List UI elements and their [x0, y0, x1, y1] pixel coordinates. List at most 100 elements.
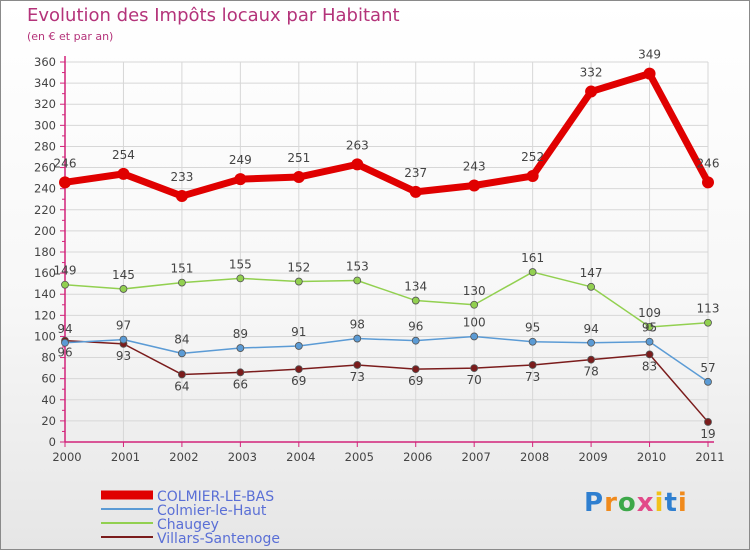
data-label-villars-santenoge: 69	[408, 374, 423, 388]
data-point-chaugey	[645, 323, 654, 331]
proxiti-logo: Proxiti	[584, 488, 688, 518]
data-label-chaugey: 147	[580, 266, 603, 280]
y-tick-label: 60	[41, 372, 56, 386]
y-tick-label: 140	[34, 287, 56, 301]
data-point-colmier-le-bas	[526, 170, 539, 182]
x-tick-label: 2000	[52, 450, 81, 464]
y-tick-label: 360	[34, 55, 56, 69]
legend-label: Colmier-le-Haut	[157, 503, 267, 519]
data-point-colmier-le-haut	[178, 349, 186, 358]
data-point-villars-santenoge	[236, 368, 245, 377]
y-tick-label: 260	[34, 161, 56, 175]
x-tick-label: 2011	[695, 450, 724, 464]
data-label-villars-santenoge: 64	[174, 379, 189, 393]
data-label-colmier-le-bas: 251	[287, 151, 310, 165]
chart-subtitle: (en € et par an)	[27, 30, 114, 43]
data-point-colmier-le-haut	[645, 337, 654, 346]
data-label-villars-santenoge: 73	[350, 370, 365, 384]
data-label-colmier-le-haut: 100	[463, 315, 486, 329]
x-tick-label: 2003	[228, 450, 257, 464]
data-point-chaugey	[470, 300, 479, 309]
data-point-colmier-le-bas	[702, 176, 714, 189]
series-line-villars-santenoge	[64, 339, 709, 423]
data-label-colmier-le-bas: 249	[229, 153, 252, 167]
x-tick-label: 2006	[403, 450, 432, 464]
data-point-colmier-le-bas	[409, 185, 422, 198]
data-label-villars-santenoge: 83	[642, 359, 657, 373]
data-label-villars-santenoge: 70	[467, 373, 482, 387]
y-tick-label: 280	[34, 139, 56, 153]
data-point-colmier-le-bas	[59, 176, 71, 189]
y-tick-label: 180	[34, 245, 56, 259]
data-label-colmier-le-haut: 94	[583, 322, 598, 336]
data-point-colmier-le-bas	[643, 67, 656, 80]
data-point-colmier-le-haut	[353, 334, 362, 343]
data-label-colmier-le-bas: 349	[638, 48, 661, 62]
y-tick-label: 240	[34, 182, 56, 196]
x-tick-label: 2004	[286, 450, 315, 464]
data-label-colmier-le-bas: 243	[463, 160, 486, 174]
data-point-villars-santenoge	[470, 364, 479, 373]
data-point-colmier-le-bas	[585, 85, 598, 98]
data-point-colmier-le-bas	[468, 179, 481, 192]
data-label-chaugey: 109	[638, 306, 661, 320]
data-label-chaugey: 113	[697, 302, 720, 316]
data-point-villars-santenoge	[294, 365, 303, 374]
data-point-villars-santenoge	[178, 370, 186, 379]
data-point-colmier-le-haut	[704, 377, 712, 386]
data-point-colmier-le-haut	[411, 336, 420, 345]
data-point-chaugey	[61, 280, 69, 289]
data-point-chaugey	[528, 268, 537, 276]
data-label-colmier-le-bas: 237	[404, 166, 427, 180]
data-point-chaugey	[411, 296, 420, 305]
data-point-chaugey	[236, 274, 245, 283]
data-point-villars-santenoge	[645, 350, 654, 359]
data-label-colmier-le-bas: 233	[170, 170, 193, 184]
data-point-chaugey	[294, 277, 303, 286]
data-label-chaugey: 153	[346, 260, 369, 274]
x-tick-label: 2005	[345, 450, 374, 464]
data-point-colmier-le-haut	[587, 338, 595, 347]
data-label-colmier-le-haut: 57	[700, 361, 715, 375]
data-label-chaugey: 155	[229, 257, 252, 271]
data-point-colmier-le-bas	[292, 171, 305, 184]
data-point-villars-santenoge	[587, 355, 595, 364]
data-label-chaugey: 130	[463, 284, 486, 298]
data-point-villars-santenoge	[411, 365, 420, 374]
data-point-chaugey	[587, 282, 595, 291]
y-tick-label: 340	[34, 76, 56, 90]
data-label-colmier-le-bas: 332	[580, 66, 603, 80]
data-label-chaugey: 149	[54, 264, 77, 278]
data-point-colmier-le-bas	[175, 190, 188, 203]
data-label-colmier-le-bas: 246	[54, 156, 77, 170]
data-label-villars-santenoge: 78	[583, 365, 598, 379]
data-label-colmier-le-bas: 263	[346, 138, 369, 152]
data-label-colmier-le-haut: 89	[233, 327, 248, 341]
data-label-chaugey: 161	[521, 251, 544, 265]
data-label-chaugey: 134	[404, 280, 427, 294]
x-tick-label: 2008	[520, 450, 549, 464]
data-label-colmier-le-bas: 254	[112, 148, 135, 162]
y-tick-label: 100	[34, 329, 56, 343]
x-tick-label: 2007	[462, 450, 491, 464]
data-label-colmier-le-haut: 95	[642, 321, 657, 335]
data-point-chaugey	[704, 318, 712, 327]
data-label-colmier-le-haut: 95	[525, 321, 540, 335]
data-point-colmier-le-haut	[294, 342, 303, 350]
legend-label: Chaugey	[157, 517, 219, 533]
y-tick-label: 320	[34, 97, 56, 111]
x-tick-label: 2010	[637, 450, 666, 464]
data-point-colmier-le-haut	[61, 338, 69, 347]
data-label-colmier-le-haut: 94	[57, 322, 72, 336]
y-tick-label: 160	[34, 266, 56, 280]
series-line-colmier-le-haut	[64, 335, 709, 383]
data-label-chaugey: 151	[170, 262, 193, 276]
data-label-villars-santenoge: 19	[700, 427, 715, 441]
data-label-villars-santenoge: 66	[233, 377, 248, 391]
x-tick-label: 2009	[578, 450, 607, 464]
data-label-colmier-le-haut: 96	[408, 320, 423, 334]
data-point-colmier-le-bas	[351, 158, 364, 171]
data-label-colmier-le-haut: 91	[291, 325, 306, 339]
